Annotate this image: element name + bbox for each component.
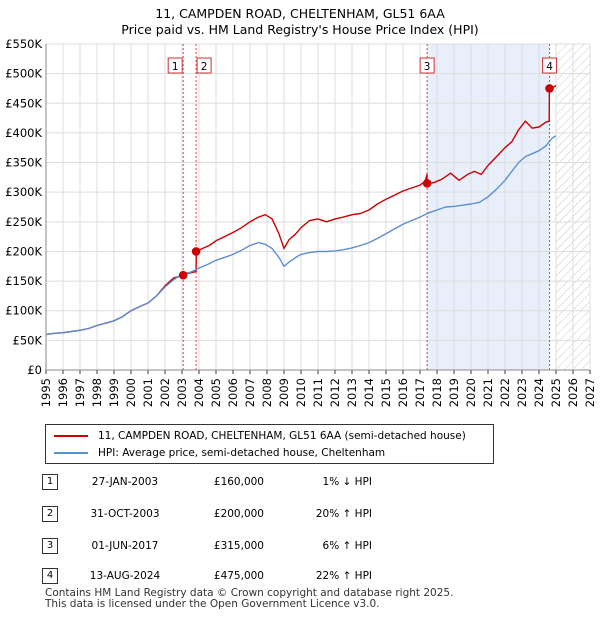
x-tick-label: 2002 <box>158 378 172 407</box>
x-tick-label: 2026 <box>566 378 580 407</box>
y-tick-label: £200K <box>5 244 42 258</box>
x-tick-label: 2018 <box>430 378 444 407</box>
x-tick-label: 2000 <box>124 378 138 407</box>
sale-date: 27-JAN-2003 <box>91 476 159 488</box>
sale-price: £475,000 <box>213 570 264 582</box>
sale-hpi-diff: 22% ↑ HPI <box>315 570 372 582</box>
sale-point <box>178 270 188 280</box>
x-tick-label: 2008 <box>260 378 274 407</box>
sale-point <box>545 84 554 93</box>
y-tick-label: £350K <box>5 156 42 170</box>
legend-item-property: 11, CAMPDEN ROAD, CHELTENHAM, GL51 6AA (… <box>54 428 466 444</box>
y-tick-label: £100K <box>5 304 42 318</box>
legend: 11, CAMPDEN ROAD, CHELTENHAM, GL51 6AA (… <box>45 424 494 464</box>
y-tick-label: £450K <box>5 96 42 110</box>
sales-row: 2 31-OCT-2003 £200,000 20% ↑ HPI <box>42 506 462 524</box>
sale-hpi-diff: 1% ↓ HPI <box>322 476 372 488</box>
sale-price: £160,000 <box>213 476 264 488</box>
sale-label-box <box>419 57 435 74</box>
sale-label-number: 1 <box>172 61 179 73</box>
legend-swatch-property <box>54 435 88 437</box>
y-tick-label: £0 <box>27 363 42 377</box>
chart-subtitle: Price paid vs. HM Land Registry's House … <box>121 22 479 37</box>
legend-label-hpi: HPI: Average price, semi-detached house,… <box>98 447 386 459</box>
x-tick-label: 2023 <box>515 378 529 407</box>
legend-label-property: 11, CAMPDEN ROAD, CHELTENHAM, GL51 6AA (… <box>98 430 466 442</box>
sale-point <box>191 247 201 256</box>
sale-label-number: 4 <box>546 61 553 73</box>
sale-label-number: 3 <box>424 61 431 73</box>
x-tick-label: 1997 <box>73 378 87 407</box>
sale-hpi-diff: 6% ↑ HPI <box>322 540 372 552</box>
sale-point <box>422 178 432 188</box>
chart-title: 11, CAMPDEN ROAD, CHELTENHAM, GL51 6AA <box>155 6 445 21</box>
y-tick-label: £400K <box>5 126 42 140</box>
y-tick-label: £250K <box>5 215 42 229</box>
footer-license: This data is licensed under the Open Gov… <box>45 598 380 610</box>
x-tick-label: 1998 <box>90 378 104 407</box>
x-tick-label: 2024 <box>532 378 546 407</box>
x-tick-label: 2004 <box>192 378 206 407</box>
sale-label-box <box>196 57 212 74</box>
sale-date: 01-JUN-2017 <box>91 540 159 552</box>
y-tick-label: £550K <box>5 37 42 51</box>
sale-number-badge: 4 <box>42 568 58 584</box>
x-tick-label: 2003 <box>175 378 189 407</box>
x-tick-label: 2009 <box>277 378 291 407</box>
sale-date: 13-AUG-2024 <box>89 570 161 582</box>
sale-price: £200,000 <box>213 508 264 520</box>
y-tick-label: £500K <box>5 67 42 81</box>
x-tick-label: 1995 <box>39 378 53 407</box>
x-tick-label: 2027 <box>583 378 597 407</box>
y-tick-label: £300K <box>5 185 42 199</box>
x-tick-label: 2015 <box>379 378 393 407</box>
x-tick-label: 1996 <box>56 378 70 407</box>
x-tick-label: 2017 <box>413 378 427 407</box>
sales-row: 4 13-AUG-2024 £475,000 22% ↑ HPI <box>42 568 462 586</box>
x-tick-label: 2022 <box>498 378 512 407</box>
x-tick-label: 2025 <box>549 378 563 407</box>
x-tick-label: 2006 <box>226 378 240 407</box>
x-tick-label: 2001 <box>141 378 155 407</box>
x-tick-label: 2012 <box>328 378 342 407</box>
sale-number-badge: 2 <box>42 506 58 522</box>
x-tick-label: 2005 <box>209 378 223 407</box>
footer-attribution: Contains HM Land Registry data © Crown c… <box>45 588 453 610</box>
x-tick-label: 2020 <box>464 378 478 407</box>
sale-label-box <box>167 57 183 74</box>
y-tick-label: £150K <box>5 274 42 288</box>
y-tick-label: £50K <box>13 333 43 347</box>
legend-swatch-hpi <box>54 452 88 454</box>
x-tick-label: 1999 <box>107 378 121 407</box>
x-tick-label: 2016 <box>396 378 410 407</box>
price-chart: £0 £50K £100K £150K £200K £250K £300K £350K £400… <box>5 37 597 407</box>
x-tick-label: 2011 <box>311 378 325 407</box>
x-tick-label: 2014 <box>362 378 376 407</box>
x-tick-label: 2021 <box>481 378 495 407</box>
sale-number-badge: 3 <box>42 538 58 554</box>
x-tick-label: 2013 <box>345 378 359 407</box>
x-tick-label: 2019 <box>447 378 461 407</box>
sale-date: 31-OCT-2003 <box>90 508 160 520</box>
series-line-hpi <box>45 135 557 336</box>
sale-label-number: 2 <box>201 61 208 73</box>
sale-hpi-diff: 20% ↑ HPI <box>315 508 372 520</box>
sale-label-box <box>542 57 558 74</box>
sale-number-badge: 1 <box>42 474 58 490</box>
legend-item-hpi: HPI: Average price, semi-detached house,… <box>54 445 385 461</box>
sale-price: £315,000 <box>213 540 264 552</box>
sales-row: 3 01-JUN-2017 £315,000 6% ↑ HPI <box>42 538 462 556</box>
x-tick-label: 2010 <box>294 378 308 407</box>
footer-copyright: Contains HM Land Registry data © Crown c… <box>45 587 454 599</box>
x-tick-label: 2007 <box>243 378 257 407</box>
sales-row: 1 27-JAN-2003 £160,000 1% ↓ HPI <box>42 474 462 492</box>
